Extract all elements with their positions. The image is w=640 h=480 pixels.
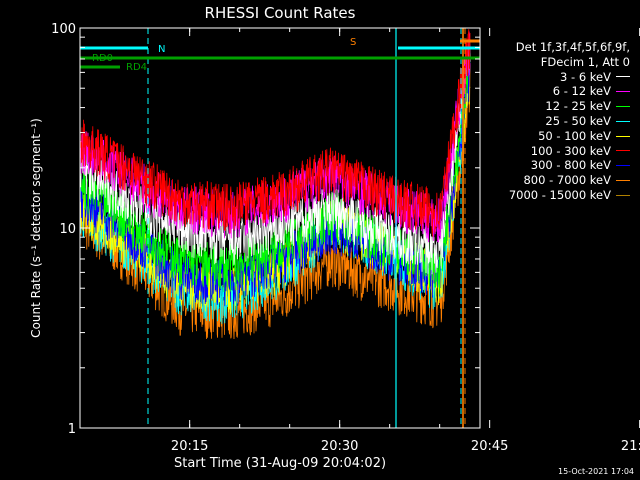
x-tick-label: 20:30 — [321, 439, 358, 454]
legend-swatch — [616, 120, 630, 122]
legend-label: 50 - 100 keV — [538, 128, 611, 143]
legend-label: 6 - 12 keV — [552, 84, 611, 99]
x-tick-label: 20:15 — [171, 439, 208, 454]
legend-swatch — [616, 150, 630, 152]
x-tick-label: 21:00 — [621, 439, 640, 454]
legend-label: 25 - 50 keV — [545, 113, 611, 128]
legend-swatch — [616, 91, 630, 93]
legend-entry: 6 - 12 keV — [478, 84, 630, 99]
legend-label: 100 - 300 keV — [530, 143, 611, 158]
series-line — [80, 50, 471, 293]
legend-entry: 300 - 800 keV — [478, 158, 630, 173]
legend: Det 1f,3f,4f,5f,6f,9f, FDecim 1, Att 0 3… — [478, 40, 630, 203]
status-label-rd4: RD4 — [126, 62, 147, 73]
y-axis-label: Count Rate (s⁻¹ detector segment⁻¹) — [29, 118, 43, 338]
x-tick-label: 20:45 — [471, 439, 508, 454]
y-tick-label: 100 — [51, 22, 76, 37]
legend-entry: 25 - 50 keV — [478, 114, 630, 129]
chart-title: RHESSI Count Rates — [205, 4, 356, 22]
legend-label: 800 - 7000 keV — [523, 173, 611, 188]
legend-swatch — [616, 106, 630, 108]
legend-swatch — [616, 194, 630, 196]
legend-entry: 50 - 100 keV — [478, 129, 630, 144]
legend-label: 3 - 6 keV — [560, 69, 611, 84]
legend-header-line: FDecim 1, Att 0 — [540, 54, 630, 69]
legend-swatch — [616, 135, 630, 137]
legend-swatch — [616, 165, 630, 167]
datestamp: 15-Oct-2021 17:04 — [558, 467, 634, 476]
legend-entry: 12 - 25 keV — [478, 99, 630, 114]
legend-label: 7000 - 15000 keV — [508, 187, 611, 202]
series-line — [80, 29, 471, 237]
x-axis-label: Start Time (31-Aug-09 20:04:02) — [174, 456, 386, 471]
y-tick-label: 1 — [68, 422, 76, 437]
status-label-rd0: RD0 — [92, 53, 113, 64]
legend-entry: 800 - 7000 keV — [478, 173, 630, 188]
status-label-n: N — [158, 44, 165, 55]
legend-header-line: Det 1f,3f,4f,5f,6f,9f, — [515, 40, 630, 54]
legend-entry: 7000 - 15000 keV — [478, 188, 630, 203]
legend-entry: 3 - 6 keV — [478, 70, 630, 85]
legend-label: 300 - 800 keV — [530, 158, 611, 173]
status-label-s: S — [350, 37, 356, 48]
legend-swatch — [616, 76, 630, 78]
y-tick-label: 10 — [59, 222, 76, 237]
legend-label: 12 - 25 keV — [545, 99, 611, 114]
legend-entry: 100 - 300 keV — [478, 144, 630, 159]
legend-swatch — [616, 180, 630, 182]
